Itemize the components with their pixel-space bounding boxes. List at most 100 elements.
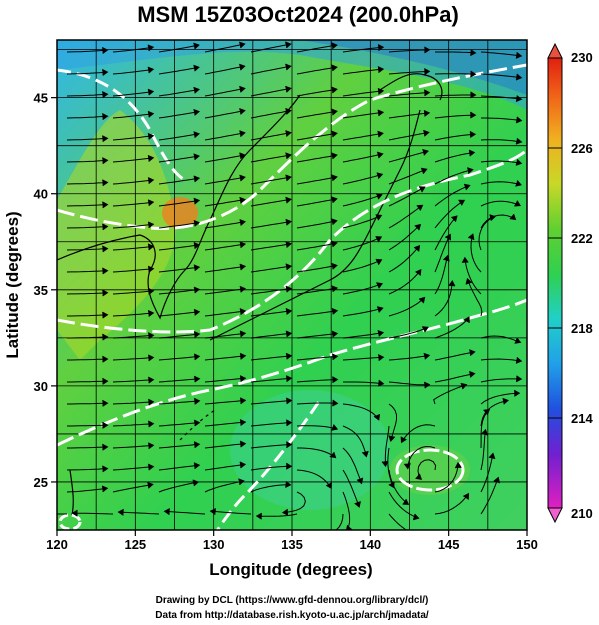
y-tick-label: 45 — [34, 91, 48, 106]
streamline-arrowhead — [502, 397, 509, 405]
streamline-arrowhead — [376, 193, 383, 200]
streamline-arrowhead — [285, 375, 293, 383]
streamline-arrowhead — [332, 376, 339, 384]
streamline-arrowhead — [193, 375, 201, 383]
streamline-arrowhead — [147, 376, 155, 384]
streamline — [66, 204, 108, 207]
streamline-arrowhead — [469, 131, 477, 138]
streamline-arrowhead — [400, 436, 407, 444]
streamline-arrowhead — [163, 508, 171, 516]
streamline — [67, 336, 108, 339]
streamline — [342, 283, 383, 295]
streamline-arrowhead — [102, 267, 109, 275]
streamline-arrowhead — [102, 245, 109, 253]
streamline-arrowhead — [423, 89, 431, 97]
streamline — [158, 311, 200, 317]
streamline — [282, 491, 306, 514]
streamline — [296, 333, 338, 339]
streamline — [112, 312, 154, 317]
streamline — [204, 43, 245, 53]
streamline — [388, 326, 429, 339]
streamline-arrowhead — [388, 435, 396, 442]
streamline — [296, 220, 337, 229]
streamline-arrowhead — [285, 308, 293, 315]
streamline — [112, 135, 154, 141]
streamline — [112, 268, 154, 273]
streamline — [67, 424, 108, 427]
streamline-arrowhead — [239, 63, 246, 71]
streamline-arrowhead — [331, 130, 338, 138]
streamline-arrowhead — [483, 409, 491, 416]
streamline-arrowhead — [285, 196, 292, 204]
streamline — [204, 332, 246, 339]
streamline — [388, 92, 430, 97]
streamline-arrowhead — [493, 476, 500, 484]
x-tick-label: 120 — [46, 537, 68, 552]
streamline — [480, 378, 522, 383]
streamline-arrowhead — [239, 130, 246, 137]
streamline — [480, 453, 494, 493]
streamline-arrowhead — [285, 63, 292, 71]
streamline — [250, 265, 292, 273]
streamline — [66, 226, 108, 229]
streamline-arrowhead — [239, 108, 246, 115]
streamline-arrowhead — [515, 116, 523, 124]
streamline — [342, 90, 384, 97]
streamline — [204, 87, 245, 97]
streamline-arrowhead — [463, 492, 470, 500]
streamline — [204, 154, 245, 163]
streamline — [66, 181, 108, 185]
streamline — [481, 117, 522, 122]
colorbar-tick-label: 210 — [571, 506, 593, 521]
streamline-arrowhead — [147, 155, 155, 162]
streamline — [342, 214, 382, 229]
streamline — [66, 468, 108, 471]
streamline-arrowhead — [424, 46, 431, 54]
streamline-arrowhead — [315, 534, 320, 540]
streamline-arrowhead — [325, 482, 332, 490]
streamline — [387, 447, 395, 488]
streamline-arrowhead — [402, 498, 410, 505]
streamline — [342, 132, 383, 141]
streamline — [158, 44, 199, 53]
streamline — [112, 423, 154, 427]
streamline-arrowhead — [465, 277, 473, 285]
streamline — [158, 443, 200, 449]
streamline-arrowhead — [192, 479, 200, 487]
streamline — [480, 73, 522, 79]
streamline — [342, 491, 351, 530]
streamline-arrowhead — [415, 473, 423, 480]
streamline-arrowhead — [513, 389, 521, 397]
streamline — [388, 245, 420, 273]
streamline-arrowhead — [423, 129, 430, 137]
streamline — [66, 93, 108, 97]
streamline-arrowhead — [281, 508, 289, 516]
streamline — [67, 380, 108, 383]
streamline-arrowhead — [377, 87, 385, 95]
streamline-arrowhead — [147, 332, 155, 340]
streamline-arrowhead — [331, 424, 339, 431]
streamline-arrowhead — [515, 159, 523, 166]
streamline — [204, 463, 246, 471]
streamline — [434, 152, 475, 163]
streamline — [204, 443, 246, 449]
colorbar-tick-label: 214 — [571, 411, 593, 426]
streamline-arrowhead — [381, 460, 389, 468]
streamline-arrowhead — [193, 42, 200, 50]
streamline-arrowhead — [147, 177, 155, 184]
y-axis-label: Latitude (degrees) — [3, 211, 22, 358]
streamline — [342, 447, 363, 484]
streamline — [388, 112, 430, 119]
streamline — [342, 259, 382, 273]
streamline — [296, 88, 337, 97]
streamline — [250, 198, 291, 207]
streamline-arrowhead — [102, 355, 109, 363]
streamline — [112, 357, 154, 361]
streamline — [480, 429, 487, 471]
streamline — [343, 381, 384, 385]
streamline — [388, 403, 397, 442]
streamline-arrowhead — [102, 333, 109, 341]
streamline-arrowhead — [514, 337, 522, 344]
streamline-arrowhead — [377, 66, 385, 74]
streamline-arrowhead — [420, 167, 428, 175]
